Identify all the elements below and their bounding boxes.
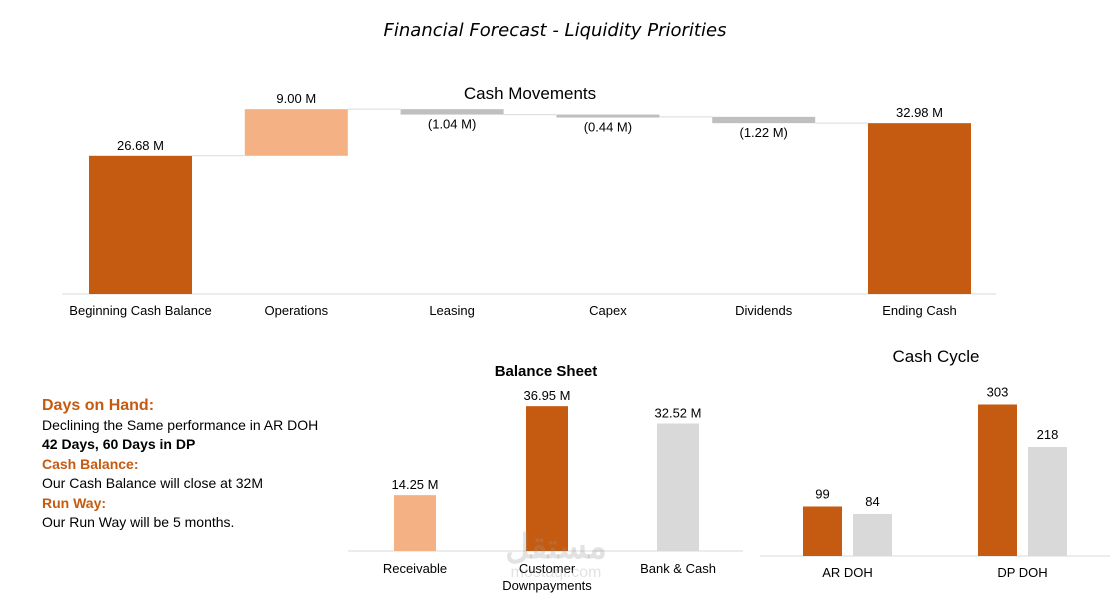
notes-panel: Days on Hand: Declining the Same perform… — [42, 396, 362, 533]
cash-cycle-category-label: AR DOH — [822, 565, 873, 580]
cash-cycle-data-label: 218 — [1037, 427, 1059, 442]
waterfall-category-label: Dividends — [735, 303, 793, 318]
balance-sheet-bar — [394, 495, 436, 551]
waterfall-data-label: 9.00 M — [276, 91, 316, 106]
watermark-main: مستقل — [505, 528, 607, 566]
waterfall-bar — [400, 109, 504, 115]
run-way-text: Our Run Way will be 5 months. — [42, 514, 235, 530]
cash-cycle-bar — [853, 514, 892, 556]
cash-cycle-title: Cash Cycle — [893, 347, 980, 366]
waterfall-category-label: Beginning Cash Balance — [69, 303, 211, 318]
balance-sheet-category-label: Receivable — [383, 561, 447, 576]
waterfall-bar — [868, 123, 971, 294]
balance-sheet-category-label: Customer — [519, 561, 576, 576]
watermark-sub: mostaql.com — [510, 564, 602, 581]
run-way-heading: Run Way: — [42, 494, 107, 511]
waterfall-bar — [244, 109, 348, 156]
waterfall-data-label: (1.04 M) — [428, 117, 476, 132]
watermark-logo: مستقل mostaql.com — [486, 530, 626, 582]
cash-cycle-bar — [803, 506, 842, 556]
balance-sheet-category-label: Downpayments — [502, 578, 592, 593]
waterfall-category-label: Ending Cash — [882, 303, 956, 318]
cash-cycle-data-label: 99 — [815, 487, 829, 502]
days-on-hand-heading: Days on Hand: — [42, 397, 155, 414]
waterfall-category-label: Operations — [265, 303, 329, 318]
balance-sheet-bar — [526, 406, 568, 551]
days-on-hand-detail: 42 Days, 60 Days in DP — [42, 436, 196, 452]
waterfall-bar — [89, 155, 192, 294]
days-on-hand-text: Declining the Same performance in AR DOH — [42, 416, 319, 433]
cash-cycle-bar — [1028, 447, 1067, 556]
waterfall-category-label: Leasing — [429, 303, 475, 318]
cash-cycle-data-label: 303 — [987, 385, 1009, 400]
waterfall-data-label: (1.22 M) — [739, 125, 787, 140]
cash-cycle-data-label: 84 — [865, 494, 879, 509]
balance-sheet-title: Balance Sheet — [495, 363, 598, 380]
cash-movements-title: Cash Movements — [464, 84, 596, 103]
waterfall-category-label: Capex — [589, 303, 627, 318]
waterfall-data-label: (0.44 M) — [584, 120, 632, 135]
balance-sheet-data-label: 14.25 M — [392, 477, 439, 492]
waterfall-data-label: 26.68 M — [117, 138, 164, 153]
cash-cycle-category-label: DP DOH — [997, 565, 1047, 580]
balance-sheet-data-label: 32.52 M — [655, 406, 702, 421]
balance-sheet-category-label: Bank & Cash — [640, 561, 716, 576]
waterfall-bar — [556, 114, 660, 118]
waterfall-bar — [712, 116, 816, 124]
cash-cycle-bar — [978, 404, 1017, 556]
page-title: Financial Forecast - Liquidity Prioritie… — [383, 20, 727, 41]
cash-balance-text: Our Cash Balance will close at 32M — [42, 475, 263, 491]
cash-balance-heading: Cash Balance: — [42, 455, 139, 472]
balance-sheet-bar — [657, 423, 699, 551]
balance-sheet-data-label: 36.95 M — [524, 388, 571, 403]
waterfall-data-label: 32.98 M — [896, 105, 943, 120]
